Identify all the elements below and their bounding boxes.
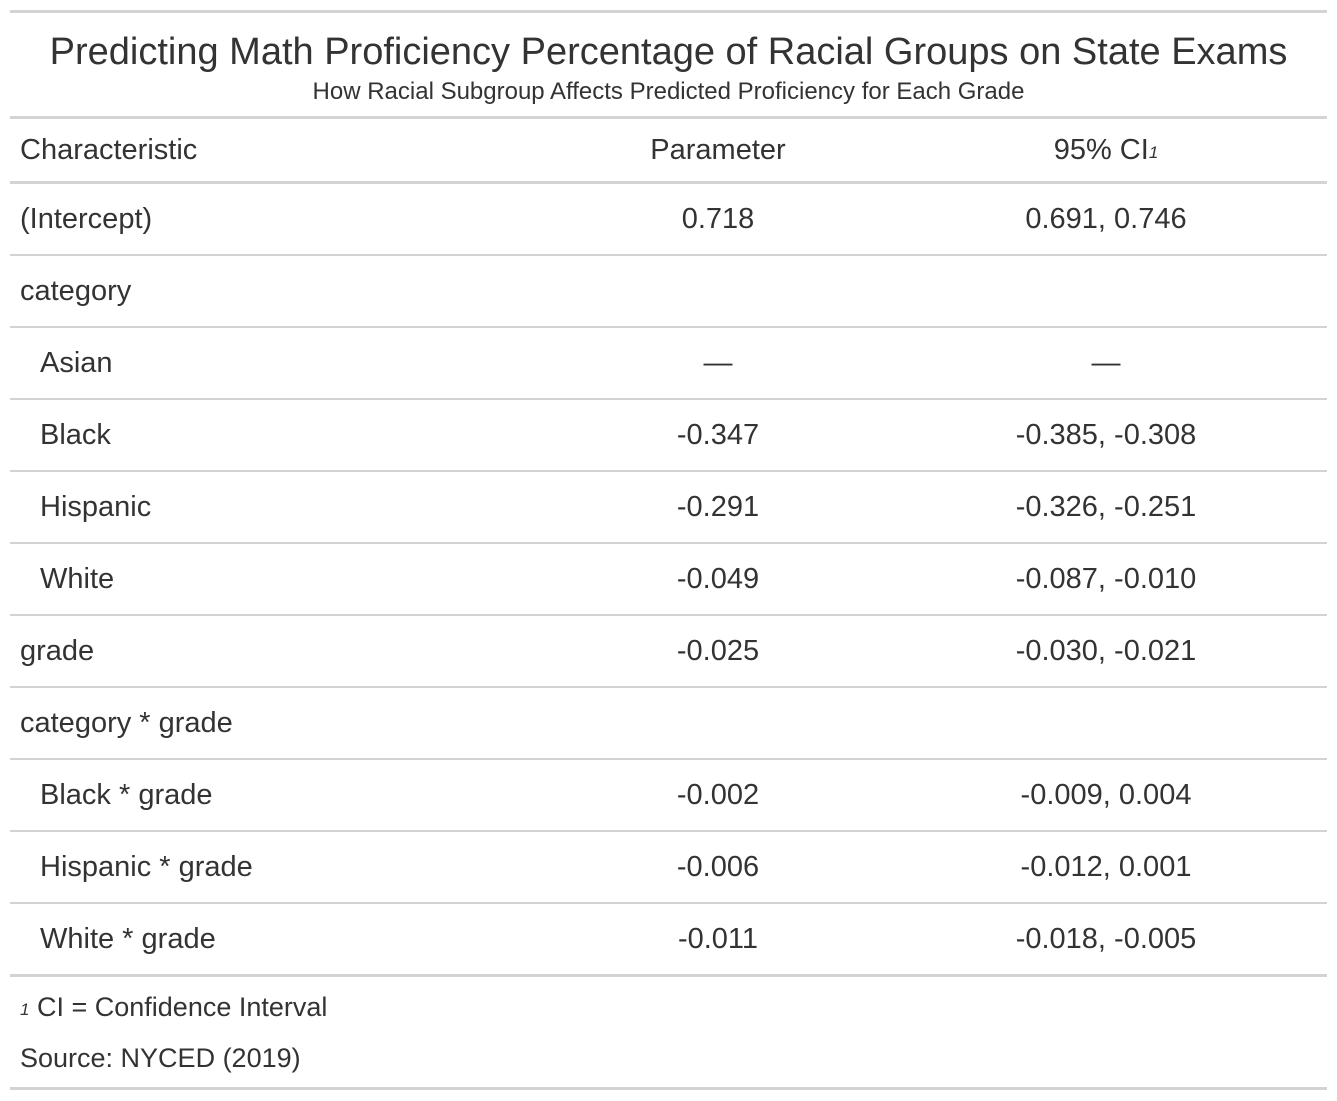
ci-cell: — — [1091, 346, 1121, 379]
ci-cell — [956, 688, 1256, 758]
footnote-text: CI = Confidence Interval — [36, 991, 328, 1022]
bottom-rule — [10, 1087, 1327, 1090]
parameter-cell: -0.347 — [676, 418, 760, 451]
ci-cell: -0.018, -0.005 — [1015, 922, 1197, 955]
table-subtitle: How Racial Subgroup Affects Predicted Pr… — [312, 78, 1025, 105]
parameter-cell — [568, 688, 868, 758]
parameter-cell: -0.006 — [676, 850, 760, 883]
table-footnote: 1 CI = Confidence Interval — [10, 977, 1327, 1033]
column-header-ci-footnote-mark: 1 — [1148, 142, 1159, 162]
parameter-cell: -0.011 — [677, 922, 759, 955]
heading-rule — [10, 116, 1327, 119]
ci-cell: -0.326, -0.251 — [1015, 490, 1197, 523]
parameter-cell: -0.291 — [676, 490, 760, 523]
column-header-row: Characteristic Parameter 95% CI 1 — [10, 119, 1327, 184]
table-source-note: Source: NYCED (2019) — [20, 1042, 301, 1073]
row-label: category * grade — [20, 706, 233, 739]
table-row: White -0.049 -0.087, -0.010 — [10, 544, 1327, 616]
top-rule — [10, 10, 1327, 13]
ci-cell — [956, 256, 1256, 326]
parameter-cell — [568, 256, 868, 326]
table-row: category * grade — [10, 688, 1327, 760]
row-label: White — [40, 562, 115, 595]
column-header-ci: 95% CI 1 — [956, 119, 1256, 181]
row-label: Hispanic — [40, 490, 152, 523]
table-row: grade -0.025 -0.030, -0.021 — [10, 616, 1327, 688]
row-label: Black * grade — [40, 778, 213, 811]
table-row: White * grade -0.011 -0.018, -0.005 — [10, 904, 1327, 977]
ci-cell: -0.012, 0.001 — [1020, 850, 1192, 883]
table-row: Black * grade -0.002 -0.009, 0.004 — [10, 760, 1327, 832]
footnote-mark: 1 — [20, 999, 30, 1019]
ci-cell: 0.691, 0.746 — [1025, 202, 1187, 235]
table-row: (Intercept) 0.718 0.691, 0.746 — [10, 184, 1327, 256]
regression-table: Predicting Math Proficiency Percentage o… — [10, 10, 1327, 1090]
column-header-characteristic: Characteristic — [20, 133, 198, 166]
row-label: Asian — [40, 346, 113, 379]
table-row: Black -0.347 -0.385, -0.308 — [10, 400, 1327, 472]
table-row: category — [10, 256, 1327, 328]
parameter-cell: 0.718 — [681, 202, 755, 235]
table-row: Asian — — — [10, 328, 1327, 400]
ci-cell: -0.009, 0.004 — [1020, 778, 1192, 811]
row-label: Hispanic * grade — [40, 850, 253, 883]
ci-cell: -0.385, -0.308 — [1015, 418, 1197, 451]
column-header-ci-label: 95% CI — [1053, 133, 1149, 166]
row-label: White * grade — [40, 922, 216, 955]
row-label: Black — [40, 418, 111, 451]
parameter-cell: -0.025 — [676, 634, 760, 667]
table-body: (Intercept) 0.718 0.691, 0.746 category Asia… — [10, 184, 1327, 977]
table-title: Predicting Math Proficiency Percentage o… — [49, 31, 1288, 73]
table-row: Hispanic * grade -0.006 -0.012, 0.001 — [10, 832, 1327, 904]
parameter-cell: -0.002 — [676, 778, 760, 811]
table-row: Hispanic -0.291 -0.326, -0.251 — [10, 472, 1327, 544]
row-label: category — [20, 274, 132, 307]
parameter-cell: -0.049 — [676, 562, 760, 595]
row-label: grade — [20, 634, 95, 667]
ci-cell: -0.087, -0.010 — [1015, 562, 1197, 595]
ci-cell: -0.030, -0.021 — [1015, 634, 1197, 667]
column-header-parameter: Parameter — [650, 133, 786, 166]
row-label: (Intercept) — [20, 202, 153, 235]
parameter-cell: — — [703, 346, 733, 379]
